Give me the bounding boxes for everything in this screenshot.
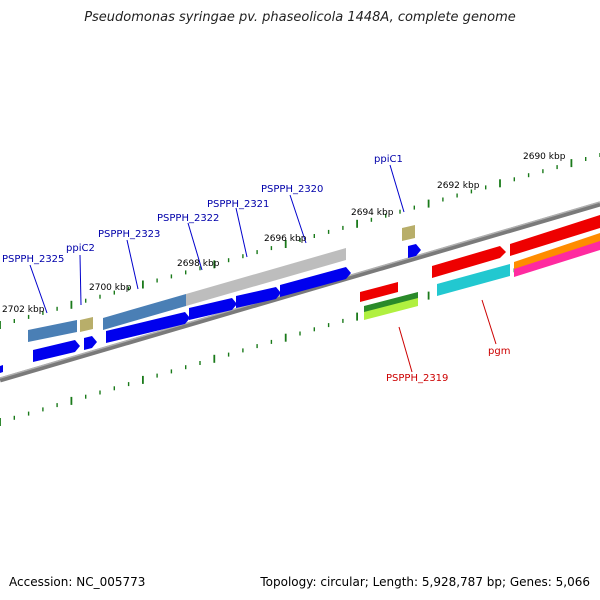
gene-arrow-left-edge — [0, 365, 3, 373]
leader-psspph-2320 — [289, 194, 307, 244]
kbp-label: 2702 kbp — [2, 305, 45, 315]
kbp-label: 2694 kbp — [351, 208, 394, 218]
accession-text: Accession: NC_005773 — [9, 575, 146, 589]
leader-pgm — [481, 299, 497, 345]
kbp-label: 2692 kbp — [437, 181, 480, 191]
gene-labels-red: PSPPH_2319 pgm — [386, 346, 510, 384]
kbp-labels: 2690 kbp 2692 kbp 2694 kbp 2696 kbp 2698… — [2, 152, 566, 315]
cds-cyan — [437, 264, 510, 296]
gene-arrow-psspph-2320 — [280, 267, 351, 297]
kbp-label: 2696 kbp — [264, 234, 307, 244]
kbp-label: 2690 kbp — [523, 152, 566, 162]
cds-psspph-2323-band — [103, 294, 186, 330]
gene-arrows — [0, 244, 421, 373]
cds-psspph-2325-band — [28, 320, 77, 342]
cds-red-1 — [432, 246, 506, 278]
gene-arrow-psspph-2321 — [236, 287, 281, 308]
gene-label: PSPPH_2319 — [386, 373, 448, 384]
leader-psspph-2325 — [29, 264, 48, 314]
cds-orange — [514, 233, 600, 271]
leader-ppic1 — [389, 164, 405, 213]
gene-arrow-psspph-2323 — [106, 312, 190, 343]
cds-psspph-2320-band — [186, 248, 346, 306]
cds-magenta — [514, 241, 600, 277]
leader-psspph-2322 — [187, 222, 203, 271]
gene-label: ppiC2 — [66, 243, 95, 254]
map-title: Pseudomonas syringae pv. phaseolicola 14… — [84, 10, 516, 25]
kbp-label: 2700 kbp — [89, 283, 132, 293]
cds-red-2 — [510, 215, 600, 256]
cds-lime — [364, 298, 418, 320]
gene-arrow-psspph-2325 — [33, 340, 80, 362]
cds-band-upper — [28, 215, 600, 342]
leader-psspph-2323 — [126, 239, 139, 290]
leader-psspph-2319 — [398, 326, 413, 373]
gene-arrow-psspph-2322 — [189, 298, 237, 320]
cds-ppic2-band — [80, 317, 93, 332]
gene-label: PSPPH_2323 — [98, 229, 160, 240]
backbone-line — [0, 201, 600, 383]
kbp-label: 2698 kbp — [177, 259, 220, 269]
cds-red-3 — [360, 282, 398, 302]
leader-psspph-2321 — [235, 207, 248, 258]
outer-tick-row — [0, 153, 600, 329]
gene-label: ppiC1 — [374, 154, 403, 165]
gene-label: PSPPH_2320 — [261, 184, 323, 195]
gene-arrow-ppic1 — [408, 244, 421, 258]
gene-labels: PSPPH_2325 ppiC2 PSPPH_2323 PSPPH_2322 P… — [2, 154, 403, 265]
leader-ppic2 — [79, 254, 82, 306]
gene-label: PSPPH_2325 — [2, 254, 64, 265]
gene-arrow-ppic2 — [84, 336, 97, 350]
gene-label: PSPPH_2321 — [207, 199, 269, 210]
gene-label: PSPPH_2322 — [157, 213, 219, 224]
label-leaders-red — [398, 299, 497, 373]
cds-ppic1-band — [402, 225, 415, 241]
topology-text: Topology: circular; Length: 5,928,787 bp… — [260, 575, 590, 589]
label-leaders — [29, 164, 405, 314]
gene-label: pgm — [488, 346, 510, 357]
